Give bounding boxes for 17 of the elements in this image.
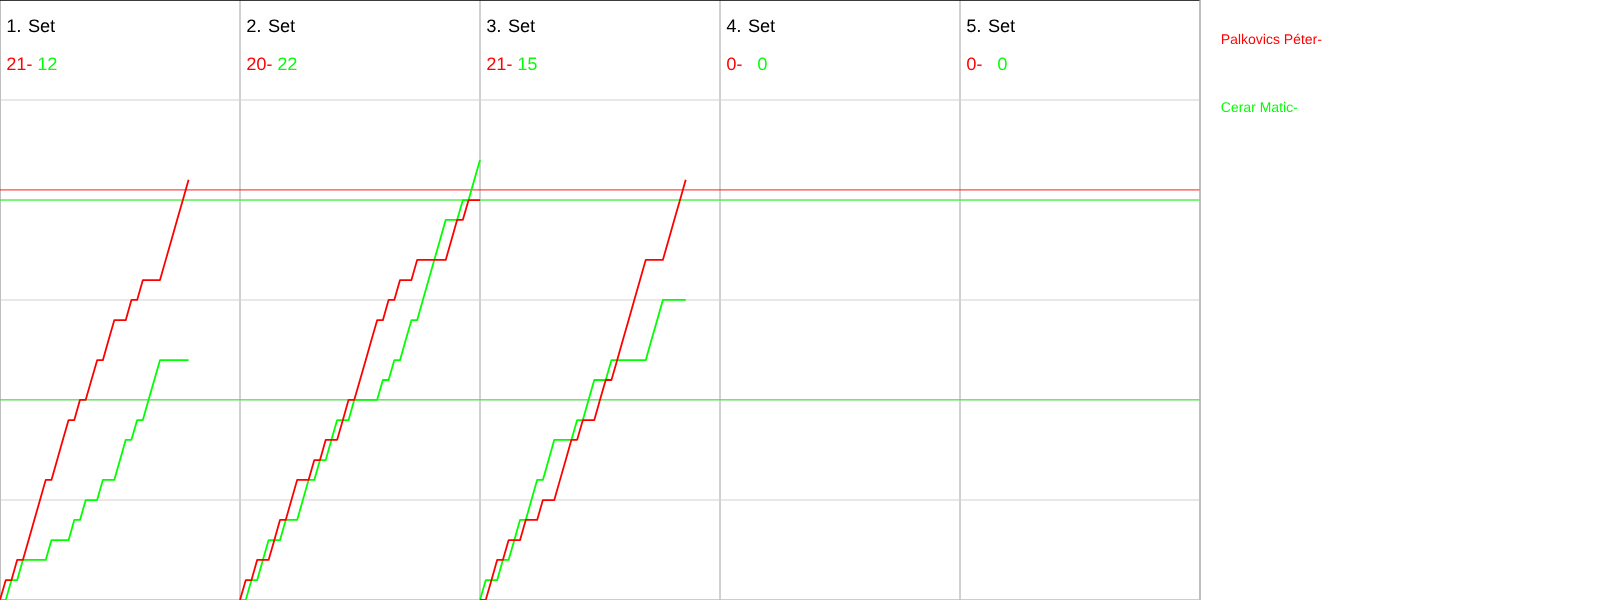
text: Cerar Matic-	[1221, 101, 1298, 113]
text: 21-	[7, 57, 32, 70]
text: 21-	[487, 57, 512, 70]
text: 2. Set	[247, 19, 295, 33]
text: 20-	[247, 57, 272, 71]
text: 0	[758, 57, 767, 71]
text: Palkovics Péter-	[1221, 33, 1322, 45]
text: 4. Set	[726, 19, 775, 33]
text: 5. Set	[967, 19, 1015, 33]
text: 3. Set	[487, 19, 535, 33]
text: 0-	[727, 57, 742, 71]
text: 12	[38, 57, 57, 70]
text: 1. Set	[7, 19, 55, 33]
text: 22	[278, 57, 297, 70]
text: 0-	[967, 57, 982, 71]
text: 0	[998, 57, 1007, 71]
text: 15	[518, 57, 537, 71]
